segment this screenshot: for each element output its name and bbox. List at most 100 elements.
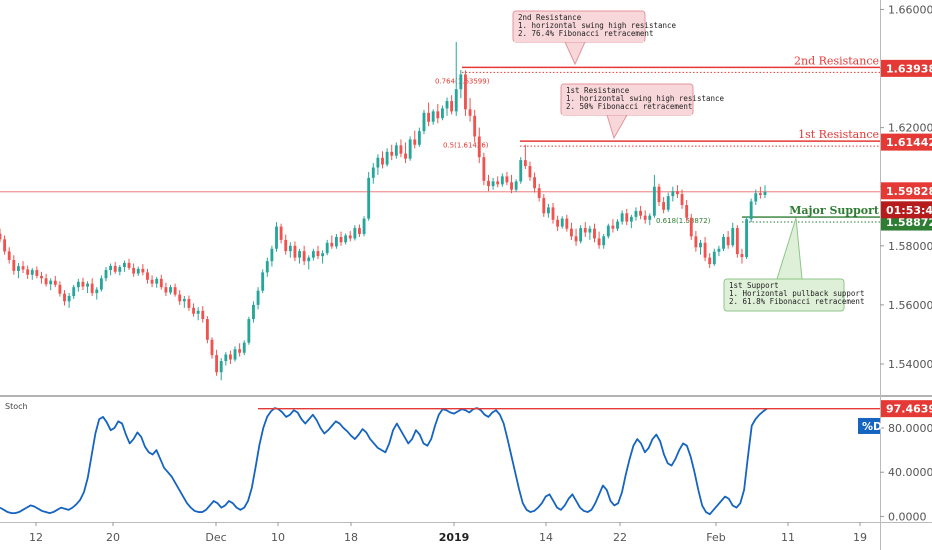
- candle[interactable]: [436, 103, 440, 124]
- candle[interactable]: [95, 287, 99, 300]
- candle[interactable]: [219, 358, 223, 381]
- candle[interactable]: [639, 205, 643, 220]
- candle[interactable]: [159, 274, 163, 290]
- candle[interactable]: [118, 265, 122, 276]
- candle[interactable]: [763, 185, 767, 198]
- candle[interactable]: [491, 177, 495, 190]
- candle[interactable]: [408, 136, 412, 161]
- candle[interactable]: [593, 223, 596, 243]
- candle[interactable]: [722, 233, 725, 252]
- candle[interactable]: [86, 281, 89, 294]
- candle[interactable]: [468, 98, 472, 122]
- candle[interactable]: [141, 264, 145, 276]
- candle[interactable]: [551, 202, 555, 224]
- candle[interactable]: [17, 262, 20, 279]
- candle[interactable]: [422, 109, 426, 135]
- candle[interactable]: [703, 236, 707, 262]
- candle[interactable]: [708, 253, 712, 268]
- candle[interactable]: [510, 174, 513, 194]
- candle[interactable]: [122, 260, 126, 272]
- candle[interactable]: [311, 248, 315, 261]
- candle[interactable]: [413, 130, 417, 149]
- candle[interactable]: [26, 265, 30, 279]
- candle[interactable]: [749, 198, 753, 223]
- candle[interactable]: [666, 192, 670, 212]
- candle[interactable]: [261, 269, 265, 294]
- candle[interactable]: [196, 307, 200, 321]
- candle[interactable]: [252, 301, 255, 323]
- candle[interactable]: [371, 163, 375, 184]
- candle[interactable]: [182, 296, 186, 308]
- candle[interactable]: [104, 267, 108, 282]
- candle[interactable]: [67, 293, 71, 308]
- candle[interactable]: [381, 151, 384, 169]
- candle[interactable]: [325, 239, 329, 256]
- candle[interactable]: [597, 231, 601, 249]
- candle[interactable]: [178, 290, 182, 305]
- candle[interactable]: [35, 266, 39, 279]
- candle[interactable]: [542, 194, 546, 217]
- candle[interactable]: [348, 231, 352, 242]
- candle[interactable]: [606, 223, 610, 239]
- candle[interactable]: [201, 306, 205, 323]
- candle[interactable]: [293, 241, 297, 262]
- candle[interactable]: [680, 189, 684, 209]
- candle[interactable]: [150, 275, 154, 288]
- candle[interactable]: [712, 248, 716, 266]
- candle[interactable]: [385, 148, 389, 167]
- candle[interactable]: [689, 213, 693, 240]
- candle[interactable]: [657, 183, 661, 206]
- candle[interactable]: [53, 275, 57, 288]
- candle[interactable]: [643, 210, 647, 224]
- candle[interactable]: [215, 349, 219, 376]
- candle[interactable]: [560, 216, 564, 229]
- candle[interactable]: [440, 105, 444, 121]
- candle[interactable]: [90, 278, 94, 297]
- candle[interactable]: [616, 219, 619, 232]
- candle[interactable]: [344, 233, 348, 245]
- candle[interactable]: [399, 139, 403, 158]
- candle[interactable]: [316, 245, 320, 260]
- candle[interactable]: [72, 284, 76, 299]
- candle[interactable]: [625, 208, 629, 226]
- candle[interactable]: [30, 267, 34, 280]
- candle[interactable]: [579, 225, 583, 244]
- candle[interactable]: [76, 278, 80, 292]
- candle[interactable]: [238, 343, 242, 357]
- candle[interactable]: [477, 127, 481, 164]
- candle[interactable]: [224, 352, 228, 366]
- candle[interactable]: [523, 144, 527, 169]
- candle[interactable]: [146, 268, 149, 284]
- candle[interactable]: [519, 157, 523, 184]
- candle[interactable]: [330, 235, 334, 249]
- candle[interactable]: [740, 248, 744, 264]
- stoch-d-line[interactable]: [0, 407, 768, 516]
- candle[interactable]: [505, 171, 509, 186]
- candle[interactable]: [132, 263, 136, 277]
- candle[interactable]: [321, 250, 325, 264]
- candle[interactable]: [634, 207, 638, 221]
- candle[interactable]: [362, 216, 366, 237]
- candle[interactable]: [0, 228, 2, 243]
- candle[interactable]: [565, 214, 569, 232]
- candle[interactable]: [81, 277, 85, 291]
- candle[interactable]: [136, 266, 140, 276]
- candle[interactable]: [63, 290, 66, 306]
- candle[interactable]: [546, 203, 550, 218]
- candle[interactable]: [256, 287, 260, 310]
- candle[interactable]: [367, 171, 371, 221]
- candle[interactable]: [528, 161, 532, 181]
- candle[interactable]: [404, 142, 407, 164]
- candle[interactable]: [537, 183, 541, 202]
- candle[interactable]: [556, 215, 560, 232]
- candle[interactable]: [717, 245, 721, 257]
- candle[interactable]: [735, 225, 739, 258]
- candle[interactable]: [450, 95, 454, 115]
- candle[interactable]: [394, 142, 398, 159]
- candle[interactable]: [233, 346, 237, 362]
- candle[interactable]: [44, 273, 48, 287]
- candle[interactable]: [58, 281, 62, 297]
- candle[interactable]: [570, 222, 573, 240]
- candle[interactable]: [602, 233, 606, 249]
